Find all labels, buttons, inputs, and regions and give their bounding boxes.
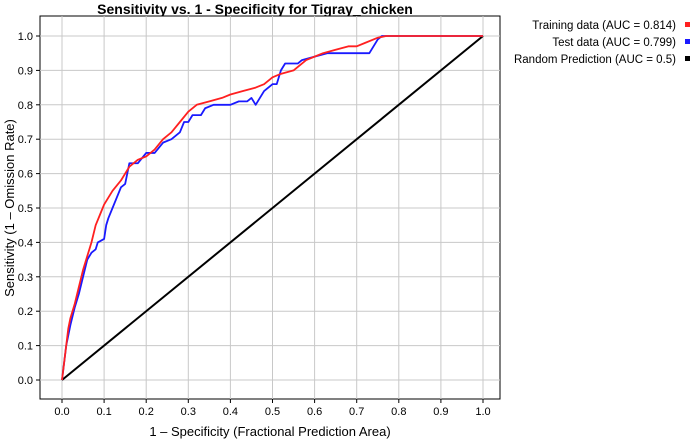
legend-swatch <box>685 56 690 61</box>
x-tick-label: 0.0 <box>54 406 69 418</box>
legend-label: Random Prediction (AUC = 0.5) <box>514 54 676 66</box>
y-axis-label: Sensitivity (1 – Omission Rate) <box>2 119 17 297</box>
x-tick-label: 0.6 <box>307 406 322 418</box>
legend-label: Training data (AUC = 0.814) <box>532 20 676 32</box>
y-tick-label: 0.7 <box>18 134 33 146</box>
axis-ticks: 0.0 0.1 0.2 0.3 0.4 0.5 0.6 0.7 0.8 0.9 1.0 0.0 0.1 0… <box>18 31 491 418</box>
y-tick-label: 0.3 <box>18 272 33 284</box>
x-tick-label: 0.7 <box>349 406 364 418</box>
y-tick-label: 0.2 <box>18 306 33 318</box>
legend-swatch <box>685 22 690 27</box>
series-line-0 <box>61 35 483 381</box>
y-tick-label: 0.8 <box>18 100 33 112</box>
x-tick-label: 0.5 <box>265 406 280 418</box>
legend-swatch <box>685 39 690 44</box>
x-tick-label: 0.1 <box>96 406 111 418</box>
series-line-1 <box>61 35 483 381</box>
y-tick-label: 0.4 <box>18 237 33 249</box>
y-tick-label: 0.9 <box>18 65 33 77</box>
x-tick-label: 0.9 <box>433 406 448 418</box>
grid <box>40 16 500 399</box>
legend: Training data (AUC = 0.814) Test data (AU… <box>514 20 690 66</box>
y-tick-label: 0.1 <box>18 341 33 353</box>
y-tick-label: 0.6 <box>18 169 33 181</box>
x-tick-label: 0.3 <box>181 406 196 418</box>
series-lines <box>61 35 484 381</box>
y-tick-label: 0.5 <box>18 203 33 215</box>
x-tick-label: 1.0 <box>475 406 490 418</box>
y-tick-label: 0.0 <box>18 375 33 387</box>
x-tick-label: 0.2 <box>139 406 154 418</box>
y-tick-label: 1.0 <box>18 31 33 43</box>
legend-label: Test data (AUC = 0.799) <box>552 37 676 49</box>
x-tick-label: 0.8 <box>391 406 406 418</box>
x-tick-label: 0.4 <box>223 406 238 418</box>
series-line-2 <box>61 35 484 381</box>
x-axis-label: 1 – Specificity (Fractional Prediction A… <box>149 424 390 439</box>
chart-title: Sensitivity vs. 1 - Specificity for Tigr… <box>97 1 413 17</box>
